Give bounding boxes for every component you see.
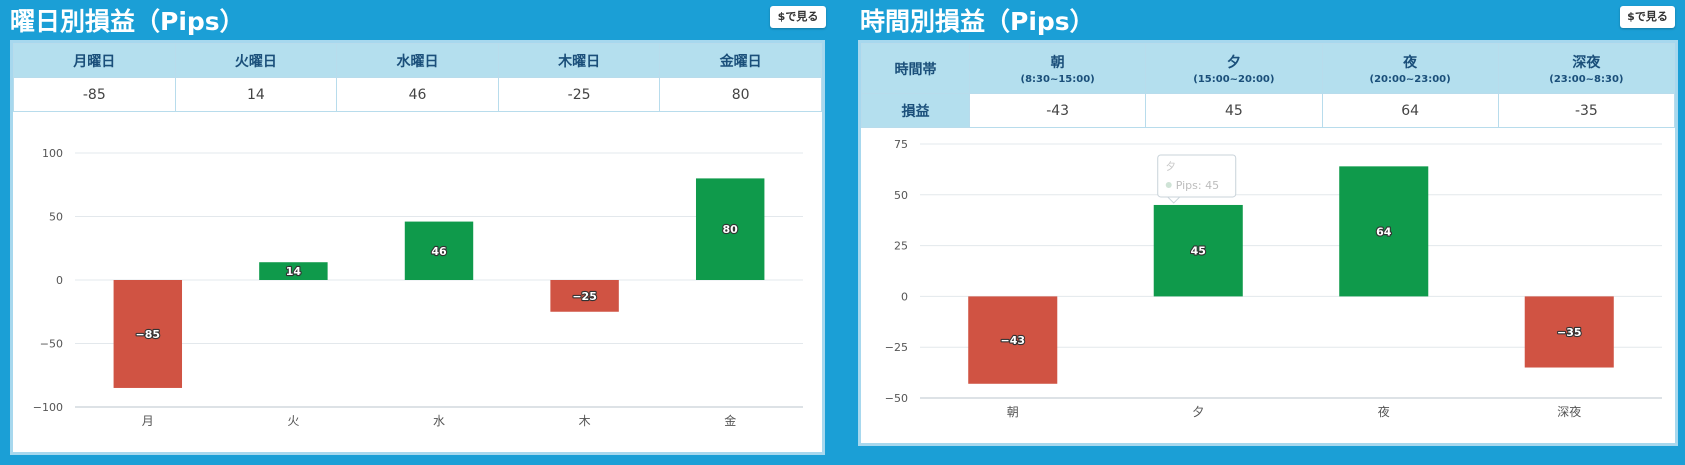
x-tick-label: 月 [142,414,154,428]
y-tick-label: −50 [885,392,908,405]
timeslot-header-night-range: (20:00~23:00) [1369,74,1451,85]
timeslot-header-evening: 夕 (15:00~20:00) [1145,43,1323,94]
y-tick-label: 25 [894,240,908,253]
weekday-panel: 曜日別損益（Pips） $で見る 月曜日 火曜日 水曜日 木曜日 金曜日 -85… [0,0,840,465]
weekday-header-tue: 火曜日 [174,43,338,78]
timeslot-value-latenight: -35 [1497,93,1676,128]
weekday-value-fri: 80 [659,77,822,112]
tooltip-text: Pips: 45 [1176,179,1219,192]
x-tick-label: 火 [287,414,299,428]
tooltip-pointer [1166,196,1181,204]
timeslot-value-evening: 45 [1145,93,1323,128]
data-label: 14 [286,265,302,278]
weekday-header-thu: 木曜日 [497,43,661,78]
tooltip-box [1157,154,1237,198]
bar [695,178,765,280]
timeslot-summary-table: 時間帯 朝 (8:30~15:00) 夕 (15:00~20:00) 夜 (20:00… [861,43,1676,128]
bar [550,280,619,312]
x-tick-label: 夜 [1378,404,1390,419]
timeslot-card: 時間帯 朝 (8:30~15:00) 夕 (15:00~20:00) 夜 (20:00… [858,40,1678,446]
tooltip-title: 夕 [1166,161,1176,173]
weekday-header-wed: 水曜日 [336,43,499,78]
y-tick-label: −25 [885,341,908,354]
y-tick-label: −100 [33,401,63,414]
timeslot-header-morning-range: (8:30~15:00) [1020,74,1095,85]
weekday-header-fri: 金曜日 [659,43,822,78]
timeslot-header-morning-name: 朝 [1050,55,1065,71]
y-tick-label: 50 [49,211,63,224]
weekday-header-mon: 月曜日 [13,43,176,78]
data-label: −43 [1000,334,1025,347]
bar [1153,204,1243,297]
weekday-value-mon: -85 [13,77,176,112]
timeslot-header-latenight-range: (23:00~8:30) [1549,74,1624,85]
timeslot-header-latenight: 深夜 (23:00~8:30) [1497,43,1676,94]
data-label: 64 [1376,225,1392,238]
left-dollar-view-button[interactable]: $で見る [770,6,826,28]
bar [404,221,474,280]
y-tick-label: 0 [901,290,908,303]
y-tick-label: 50 [894,189,908,202]
timeslot-value-morning: -43 [968,93,1147,128]
weekday-value-thu: -25 [497,77,661,112]
data-label: 46 [431,245,447,258]
bar [1524,296,1614,368]
timeslot-value-night: 64 [1321,93,1499,128]
bar [1339,166,1429,297]
tooltip-dot [1165,181,1172,188]
timeslot-header-night-name: 夜 [1403,55,1418,71]
y-tick-label: 100 [42,147,63,160]
timeslot-header-morning: 朝 (8:30~15:00) [968,43,1147,94]
timeslot-row-header: 時間帯 [861,43,970,94]
timeslot-header-evening-name: 夕 [1226,55,1241,71]
timeslot-header-latenight-name: 深夜 [1572,55,1601,71]
x-tick-label: 金 [724,413,736,428]
weekday-value-wed: 46 [336,77,499,112]
bar [968,296,1058,384]
x-tick-label: 水 [433,414,445,428]
timeslot-header-night: 夜 (20:00~23:00) [1321,43,1499,94]
timeslot-panel: 時間別損益（Pips） $で見る 時間帯 朝 (8:30~15:00) 夕 (15:… [852,0,1685,465]
weekday-panel-title: 曜日別損益（Pips） [10,7,245,36]
x-tick-label: 木 [579,414,591,428]
data-label: −35 [1557,326,1582,339]
data-label: −85 [136,328,161,341]
y-tick-label: −50 [40,338,63,351]
weekday-summary-table: 月曜日 火曜日 水曜日 木曜日 金曜日 -85 14 46 -25 80 [13,43,822,112]
pnl-row-header: 損益 [861,93,970,128]
timeslot-panel-title: 時間別損益（Pips） [860,7,1095,36]
weekday-value-tue: 14 [174,77,338,112]
right-dollar-view-button[interactable]: $で見る [1620,6,1675,28]
timeslot-header-evening-range: (15:00~20:00) [1193,74,1275,85]
x-tick-label: 朝 [1007,405,1019,419]
data-label: 45 [1191,245,1206,258]
x-tick-label: 夕 [1192,405,1204,419]
bar [259,262,328,280]
bar [113,280,183,388]
data-label: −25 [572,290,597,303]
x-tick-label: 深夜 [1557,404,1581,419]
weekday-bar-chart: 100 50 0 −50 −100 −85 月 14 火 46 水 −25 木 80 金 [33,147,803,428]
y-tick-label: 75 [894,138,908,151]
data-label: 80 [723,223,739,236]
y-tick-label: 0 [56,274,63,287]
